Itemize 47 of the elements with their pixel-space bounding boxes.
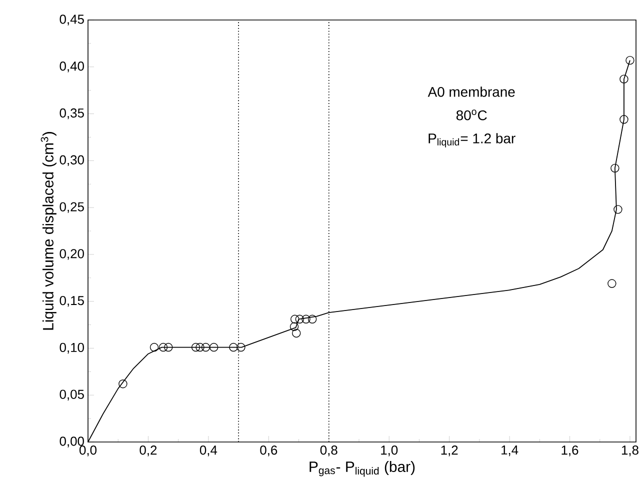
point: [210, 342, 218, 352]
point: [196, 342, 204, 352]
y-axis-title: Liquid volume displaced (cm$^{3}$): [40, 132, 56, 330]
point: [292, 328, 301, 338]
x-tick-label: 1,2: [441, 446, 458, 456]
point: [118, 380, 128, 388]
point: [295, 314, 304, 324]
x-tick-label: 1,0: [381, 446, 398, 456]
point: [158, 342, 168, 352]
point: [302, 314, 310, 324]
x-tick-label: 0,6: [260, 446, 278, 456]
x-tick-label: 1,6: [562, 446, 578, 456]
point: [236, 342, 246, 352]
y-tick-label: 0,20: [60, 249, 84, 260]
y-tick-label: 0,25: [60, 202, 84, 213]
point: [608, 279, 616, 288]
point: [620, 115, 628, 124]
point: [610, 164, 620, 173]
x-tick-label: 0,4: [200, 446, 218, 456]
point: [201, 342, 210, 352]
y-tick-label: 0,30: [60, 155, 84, 166]
annotation: 80$^{o}$C: [456, 110, 487, 120]
point: [191, 342, 200, 352]
x-tick-label: 1,8: [622, 446, 638, 456]
annotation: P$_{liquid}$= 1.2 bar: [428, 133, 516, 148]
y-tick-label: 0,45: [60, 14, 84, 26]
x-tick-label: 0,2: [140, 446, 157, 456]
point: [308, 314, 317, 324]
point: [290, 314, 300, 324]
point: [620, 74, 628, 84]
point: [626, 56, 634, 65]
y-tick-label: 0,10: [60, 342, 84, 354]
x-tick-label: 1,4: [502, 446, 518, 456]
x-axis-title: P$_{gas}$- P$_{liquid}$ (bar): [310, 461, 415, 477]
y-tick-label: 0,05: [60, 390, 84, 400]
y-tick-label: 0,00: [60, 436, 84, 448]
y-tick-label: 0,40: [60, 62, 84, 72]
x-tick-label: 0,0: [80, 446, 97, 456]
annotation: A0 membrane: [428, 86, 515, 97]
point: [164, 342, 173, 352]
point: [150, 342, 159, 352]
point: [229, 342, 238, 352]
point: [290, 322, 299, 331]
y-tick-label: 0,35: [60, 108, 84, 120]
y-tick-label: 0,15: [60, 296, 84, 307]
x-tick-label: 0,8: [320, 446, 338, 456]
point: [614, 205, 622, 214]
